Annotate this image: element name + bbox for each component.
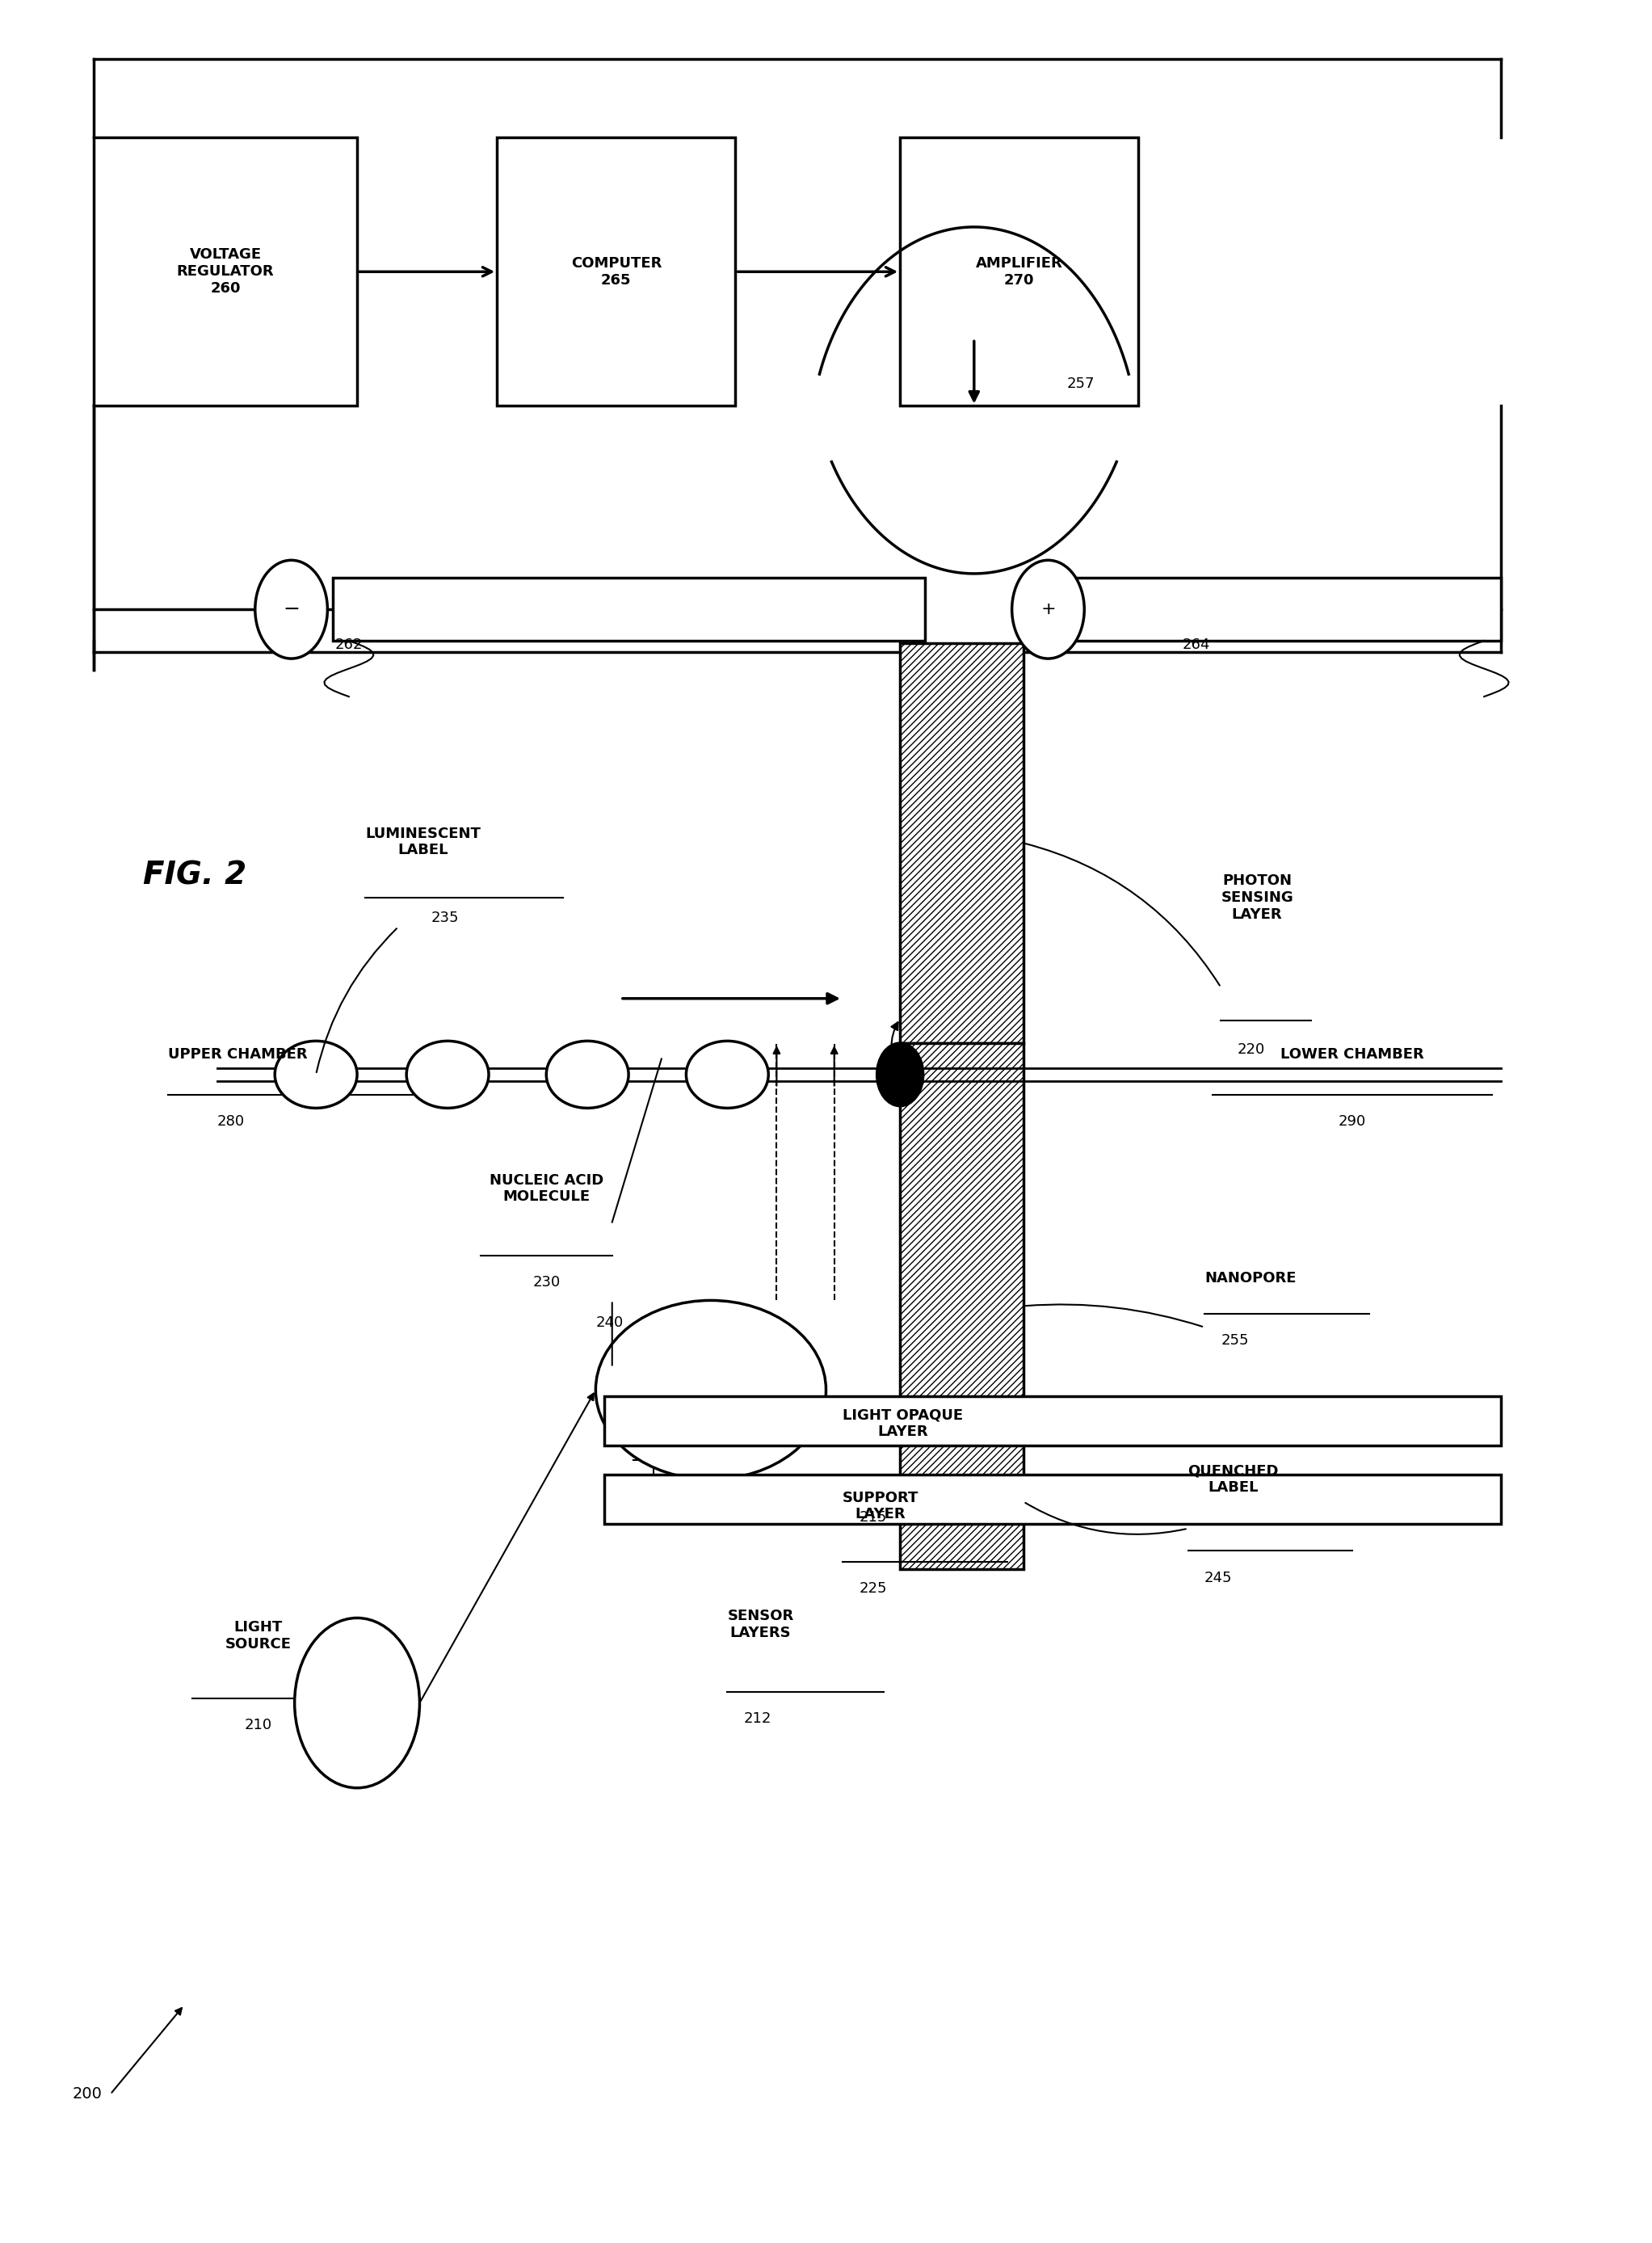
Text: FIG. 2: FIG. 2: [144, 859, 246, 890]
Text: 230: 230: [532, 1276, 560, 1290]
Text: NANOPORE: NANOPORE: [1204, 1272, 1297, 1285]
Bar: [605, 1476, 1500, 1523]
Bar: [1024, 579, 1500, 641]
Text: 235: 235: [431, 911, 459, 926]
Text: LIGHT OPAQUE
LAYER: LIGHT OPAQUE LAYER: [843, 1409, 963, 1440]
Text: 245: 245: [1204, 1570, 1232, 1586]
Text: 257: 257: [1067, 377, 1095, 390]
Text: SUPPORT
LAYER: SUPPORT LAYER: [843, 1489, 919, 1521]
Text: COMPUTER
265: COMPUTER 265: [572, 256, 661, 287]
Text: 200: 200: [73, 2086, 102, 2102]
Text: VOLTAGE
REGULATOR
260: VOLTAGE REGULATOR 260: [177, 247, 274, 296]
Text: +: +: [1041, 601, 1056, 617]
Text: 212: 212: [743, 1711, 771, 1725]
Text: LOWER CHAMBER: LOWER CHAMBER: [1280, 1047, 1424, 1061]
Bar: [900, 137, 1138, 406]
Bar: [605, 1397, 1500, 1447]
Bar: [497, 137, 735, 406]
Bar: [900, 644, 1024, 1043]
Ellipse shape: [547, 1041, 628, 1108]
Text: UPPER CHAMBER: UPPER CHAMBER: [169, 1047, 307, 1061]
Ellipse shape: [294, 1617, 420, 1788]
Text: 262: 262: [335, 637, 363, 653]
Text: 290: 290: [1338, 1115, 1366, 1128]
Text: −: −: [282, 599, 299, 619]
Ellipse shape: [406, 1041, 489, 1108]
Text: 280: 280: [218, 1115, 244, 1128]
Ellipse shape: [1013, 561, 1084, 659]
Text: 210: 210: [244, 1718, 273, 1732]
Text: 215: 215: [859, 1510, 887, 1525]
Ellipse shape: [596, 1301, 826, 1480]
Ellipse shape: [877, 1043, 923, 1106]
Text: 240: 240: [596, 1314, 623, 1330]
Bar: [94, 137, 357, 406]
Text: LIGHT
SOURCE: LIGHT SOURCE: [225, 1619, 291, 1651]
Text: NUCLEIC ACID
MOLECULE: NUCLEIC ACID MOLECULE: [489, 1173, 603, 1204]
Text: 255: 255: [1221, 1332, 1249, 1348]
Bar: [900, 1043, 1024, 1568]
Ellipse shape: [686, 1041, 768, 1108]
Bar: [332, 579, 925, 641]
Text: 264: 264: [1183, 637, 1209, 653]
Text: LUMINESCENT
LABEL: LUMINESCENT LABEL: [365, 825, 481, 857]
Text: PHOTON
SENSING
LAYER: PHOTON SENSING LAYER: [1221, 875, 1294, 922]
Text: 220: 220: [1237, 1043, 1265, 1056]
Text: QUENCHED
LABEL: QUENCHED LABEL: [1188, 1465, 1279, 1496]
Text: AMPLIFIER
270: AMPLIFIER 270: [976, 256, 1062, 287]
Text: SENSOR
LAYERS: SENSOR LAYERS: [727, 1608, 793, 1640]
Ellipse shape: [254, 561, 327, 659]
Text: 225: 225: [859, 1581, 887, 1597]
Ellipse shape: [274, 1041, 357, 1108]
